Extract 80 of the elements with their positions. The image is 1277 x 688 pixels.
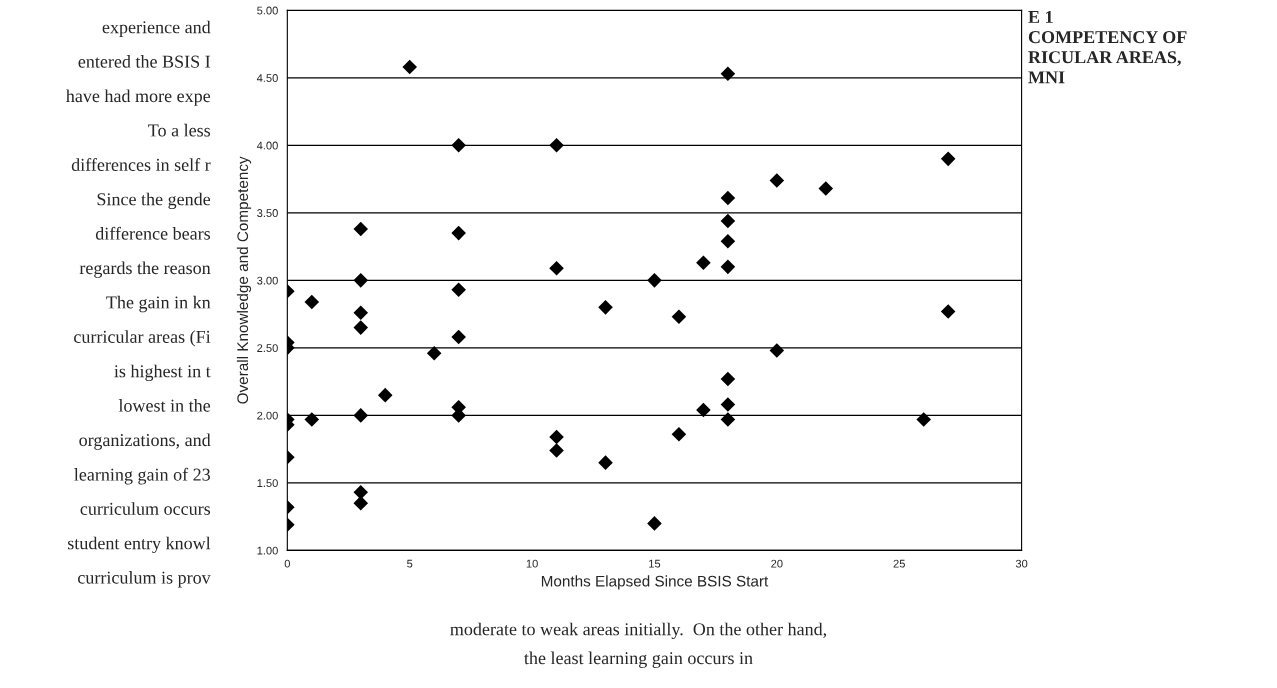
x-tick-label: 20 <box>771 559 783 568</box>
point <box>671 427 687 442</box>
point <box>720 412 736 427</box>
y-tick-label: 3.00 <box>257 276 278 285</box>
point <box>353 273 369 288</box>
point <box>916 412 931 427</box>
text: regards the reason <box>79 261 211 278</box>
text: lowest in the <box>118 399 211 412</box>
text: E 1 COMPETENCY OF RICULAR AREAS, MNI <box>1028 10 1187 84</box>
point <box>353 485 369 500</box>
text: experience and <box>102 20 211 38</box>
point <box>549 443 564 458</box>
x-tick-label: 10 <box>526 559 538 568</box>
y-tick-label: 4.50 <box>256 74 278 82</box>
point <box>647 273 662 288</box>
text: differences in self r <box>71 158 211 171</box>
text: student entry knowl <box>68 536 211 554</box>
point <box>353 320 369 335</box>
point <box>598 455 613 470</box>
text: is highest in t <box>114 364 211 382</box>
point <box>720 213 736 229</box>
text: have had more expe <box>66 89 211 106</box>
point <box>647 516 662 531</box>
y-tick-label: 2.50 <box>257 344 278 353</box>
point <box>353 305 369 321</box>
x-tick-label: 25 <box>893 559 905 568</box>
point <box>304 412 320 427</box>
point <box>304 294 320 310</box>
text: To a less <box>148 123 211 137</box>
x-tick-label: 5 <box>407 559 413 568</box>
point <box>720 190 736 206</box>
text: learning gain of 23 <box>74 467 210 485</box>
x-tick-label: 30 <box>1015 559 1028 568</box>
point <box>720 66 736 82</box>
text: organizations, and <box>79 433 211 450</box>
point <box>769 343 785 358</box>
point <box>720 397 736 412</box>
point <box>696 402 711 418</box>
text: curricular areas (Fi <box>74 330 211 347</box>
text: Since the gende <box>97 192 211 210</box>
point <box>720 259 736 275</box>
text: moderate to weak areas initially. On the other hand, <box>450 622 827 640</box>
point <box>353 221 369 237</box>
y-tick-label: 2.00 <box>257 411 278 420</box>
point <box>402 59 417 75</box>
y-axis-title: Overall Knowledge and Competency <box>236 156 252 404</box>
y-tick-label: 3.50 <box>257 209 278 217</box>
point <box>353 495 369 511</box>
point <box>720 233 736 249</box>
text: The gain in kn <box>106 295 211 313</box>
y-tick-label: 1.00 <box>257 546 278 555</box>
text: entered the BSIS I <box>78 55 211 68</box>
point <box>818 181 834 196</box>
point <box>940 304 956 319</box>
y-tick-label: 1.50 <box>257 479 278 488</box>
x-axis-title: Months Elapsed Since BSIS Start <box>541 575 769 590</box>
y-tick-label: 4.00 <box>256 141 278 150</box>
x-tick-label: 0 <box>284 559 290 568</box>
text: curriculum is prov <box>78 571 211 588</box>
point <box>451 225 466 241</box>
x-tick-label: 15 <box>649 559 661 568</box>
point <box>549 260 564 276</box>
point <box>426 345 442 361</box>
text: difference bears <box>95 226 211 240</box>
point <box>549 138 564 153</box>
point <box>720 371 736 387</box>
point <box>353 408 369 423</box>
point <box>769 173 785 188</box>
y-tick-label: 5.00 <box>257 6 278 15</box>
point <box>598 300 613 315</box>
point <box>451 329 466 345</box>
text: curriculum occurs <box>80 502 211 515</box>
point <box>940 151 956 167</box>
point <box>451 282 466 298</box>
text: the least learning gain occurs in <box>524 651 753 668</box>
point <box>377 387 393 403</box>
point <box>451 138 466 153</box>
point <box>549 429 564 445</box>
point <box>696 255 711 271</box>
point <box>671 309 687 325</box>
